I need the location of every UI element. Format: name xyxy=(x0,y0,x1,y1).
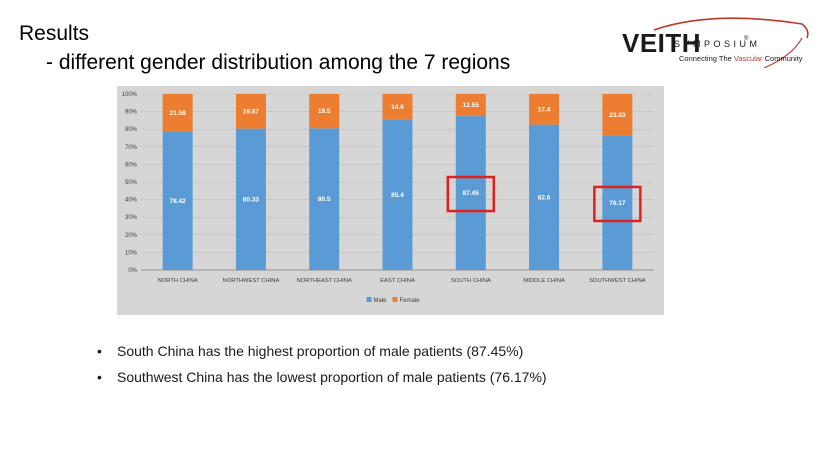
x-category-label: SOUTH CHINA xyxy=(451,278,491,284)
data-label-male: 76.17 xyxy=(609,200,626,207)
y-tick-label: 0% xyxy=(128,268,137,274)
legend-swatch-male xyxy=(366,297,372,302)
data-label-male: 80.33 xyxy=(243,196,260,203)
highlight-box xyxy=(593,185,642,223)
bar-male xyxy=(382,119,413,270)
x-category-label: NORTHEAST CHINA xyxy=(297,278,352,284)
y-tick-label: 40% xyxy=(125,198,138,204)
gender-distribution-chart: 0% 10% 20% 30% 40% 50% 60% 70% 80% 90% 100% 78.42 21… xyxy=(122,92,654,304)
data-label-female: 14.6 xyxy=(391,104,404,111)
bullet-item: • South China has the highest proportion… xyxy=(97,343,547,359)
bar-male xyxy=(602,135,633,270)
data-label-female: 17.4 xyxy=(538,106,551,113)
logo-tagline: Connecting The Vascular Community xyxy=(679,54,803,63)
bullet-text: South China has the highest proportion o… xyxy=(117,343,524,359)
bar-female xyxy=(382,94,413,120)
logo-veith-text: VEITH xyxy=(622,28,702,58)
y-tick-label: 10% xyxy=(125,250,138,256)
y-tick-label: 30% xyxy=(125,215,138,221)
legend-label-male: Male xyxy=(374,298,388,304)
y-tick-label: 70% xyxy=(125,145,138,151)
bullet-dot-icon: • xyxy=(97,343,102,359)
y-tick-label: 80% xyxy=(125,127,138,133)
x-category-label: NORTHWEST CHINA xyxy=(223,278,280,284)
data-label-male: 85.4 xyxy=(391,192,404,199)
y-tick-label: 20% xyxy=(125,233,138,239)
bullet-dot-icon: • xyxy=(97,369,102,385)
x-category-label: SOUTHWEST CHINA xyxy=(589,278,646,284)
data-label-male: 87.45 xyxy=(463,190,480,197)
y-tick-label: 100% xyxy=(122,92,138,98)
logo-symposium-text: SYMPOSIUM xyxy=(674,39,761,49)
logo-swoosh-icon xyxy=(653,17,809,68)
bar-female xyxy=(162,94,193,132)
bar-male xyxy=(455,116,486,270)
y-tick-label: 50% xyxy=(125,180,138,186)
data-label-female: 19.67 xyxy=(243,108,260,115)
y-tick-label: 90% xyxy=(125,110,138,116)
x-category-label: NORTH CHINA xyxy=(158,278,198,284)
data-label-male: 78.42 xyxy=(170,198,187,205)
bar-female xyxy=(455,94,486,117)
data-label-male: 80.5 xyxy=(318,196,331,203)
bullet-item: • Southwest China has the lowest proport… xyxy=(97,369,547,385)
x-category-label: MIDDLE CHINA xyxy=(523,278,565,284)
logo-registered-mark: ® xyxy=(744,36,749,42)
bar-male xyxy=(162,131,193,270)
bar-male xyxy=(235,128,266,270)
data-label-female: 21.58 xyxy=(170,110,187,117)
bar-female xyxy=(529,94,560,125)
legend-swatch-female xyxy=(392,297,398,302)
slide-subtitle: - different gender distribution among th… xyxy=(46,51,511,74)
bar-female xyxy=(602,94,633,136)
bullet-list: • South China has the highest proportion… xyxy=(97,343,547,395)
data-label-female: 19.5 xyxy=(318,108,331,115)
data-label-female: 12.55 xyxy=(463,102,480,109)
slide-title: Results xyxy=(19,22,90,45)
bar-male xyxy=(529,124,560,271)
bullet-text: Southwest China has the lowest proportio… xyxy=(117,369,547,385)
x-category-label: EAST CHINA xyxy=(380,278,415,284)
bar-female xyxy=(235,94,266,129)
legend-label-female: Female xyxy=(400,298,421,304)
data-label-male: 82.6 xyxy=(538,194,551,201)
bar-female xyxy=(309,94,340,129)
bar-male xyxy=(309,128,340,270)
veith-logo: VEITH SYMPOSIUM Connecting The Vascular … xyxy=(622,17,822,68)
highlight-box xyxy=(446,175,496,213)
y-tick-label: 60% xyxy=(125,162,138,168)
data-label-female: 23.83 xyxy=(609,112,626,119)
